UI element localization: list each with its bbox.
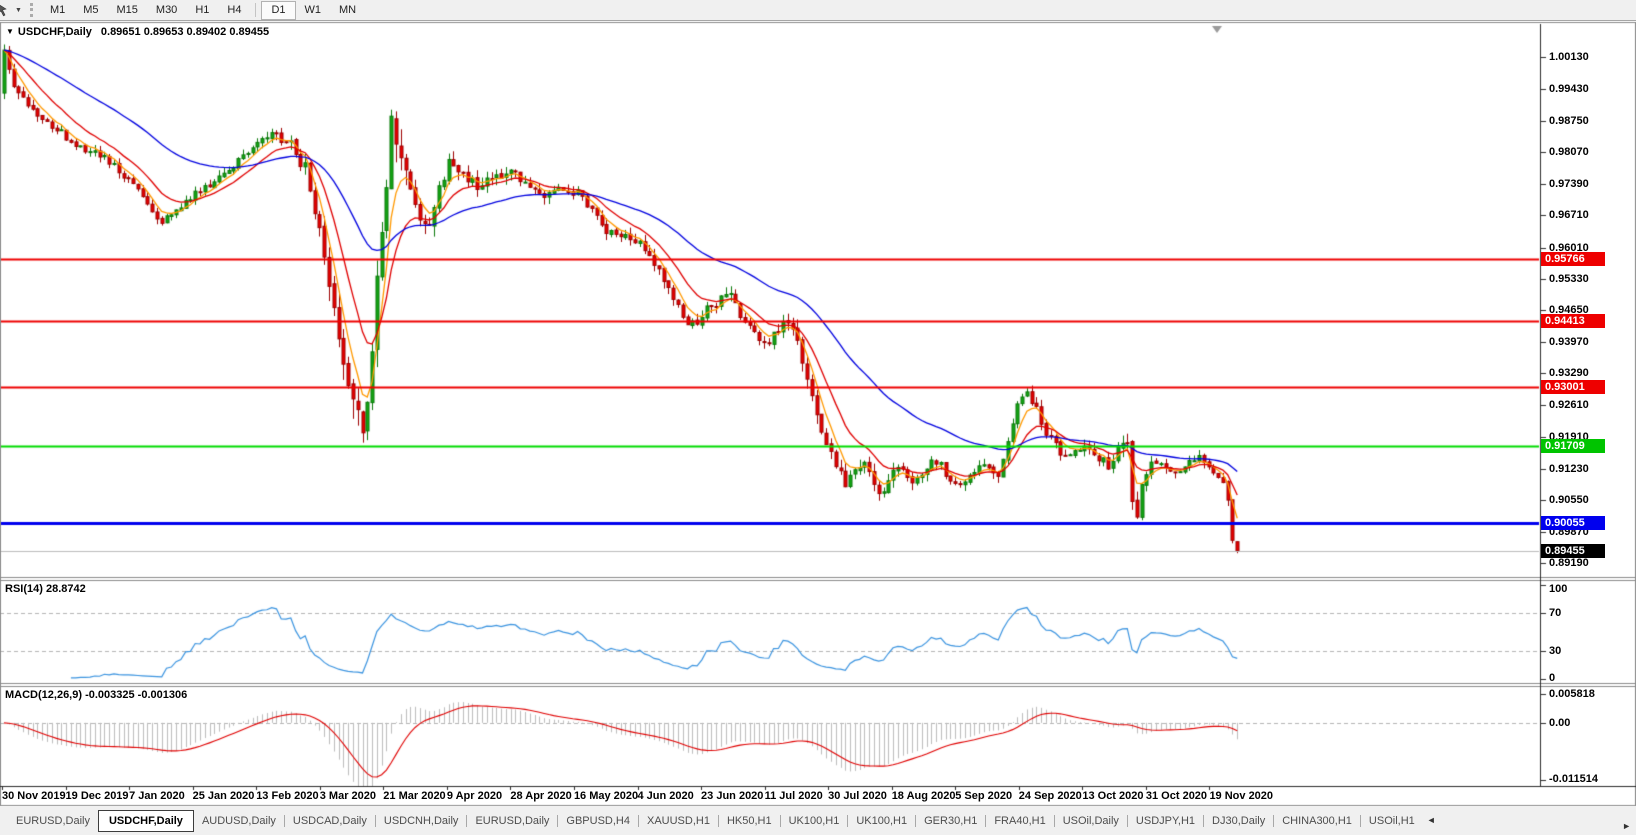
price-tick-label: 0.90550 <box>1549 494 1589 507</box>
timeframe-button-w1[interactable]: W1 <box>304 3 322 16</box>
timeframe-button-mn[interactable]: MN <box>339 3 357 16</box>
symbol-period-label: USDCHF,Daily <box>17 26 92 38</box>
price-tick-label: 0.94650 <box>1549 304 1589 317</box>
timeframe-button-m30[interactable]: M30 <box>155 3 178 16</box>
chart-tab-usdchf-daily[interactable]: USDCHF,Daily <box>97 810 194 832</box>
chart-tab-usdcnh-daily[interactable]: USDCNH,Daily <box>383 815 459 827</box>
tab-scroll-right-icon[interactable]: ► <box>1622 821 1631 831</box>
timeframe-button-group: M1 M5 M15 M30 H1 H4 D1 W1 MN <box>41 0 365 20</box>
rsi-tick-label: 0 <box>1549 672 1556 684</box>
price-level-badge: 0.95766 <box>1541 251 1605 266</box>
chart-tab-fra40-h1[interactable]: FRA40,H1 <box>994 815 1046 827</box>
price-level-badge: 0.91709 <box>1541 439 1605 454</box>
timeframe-button-d1[interactable]: D1 <box>261 0 296 20</box>
date-tick-label: 7 Jan 2020 <box>129 790 185 802</box>
price-tick-label: 0.95330 <box>1549 273 1589 285</box>
price-level-badge: 0.94413 <box>1541 314 1605 329</box>
date-tick-label: 19 Nov 2020 <box>1209 790 1274 802</box>
price-tick-label: 0.91230 <box>1549 462 1589 475</box>
chart-tab-eurusd-daily[interactable]: EURUSD,Daily <box>475 815 550 827</box>
chart-tab-ger30-h1[interactable]: GER30,H1 <box>924 815 978 827</box>
rsi-tick-label: 70 <box>1549 607 1562 620</box>
chart-tab-usdcad-daily[interactable]: USDCAD,Daily <box>292 815 367 827</box>
timeframe-button-m5[interactable]: M5 <box>83 3 99 16</box>
date-tick-label: 16 May 2020 <box>573 790 639 802</box>
date-tick-label: 3 Mar 2020 <box>319 790 377 802</box>
price-tick-label: 0.99430 <box>1549 83 1589 96</box>
chart-tab-gbpusd-h4[interactable]: GBPUSD,H4 <box>566 815 630 827</box>
date-tick-label: 31 Oct 2020 <box>1145 790 1208 802</box>
chart-tab-hk50-h1[interactable]: HK50,H1 <box>726 815 772 827</box>
date-tick-label: 13 Oct 2020 <box>1082 790 1144 802</box>
price-tick-label: 0.98750 <box>1549 114 1589 127</box>
timeframe-button-h1[interactable]: H1 <box>195 3 210 16</box>
timeframe-button-m15[interactable]: M15 <box>116 3 138 16</box>
date-tick-label: 13 Feb 2020 <box>256 790 319 802</box>
rsi-tick-label: 30 <box>1549 644 1562 657</box>
price-tick-label: 0.98070 <box>1549 146 1589 159</box>
cursor-tool-icon[interactable] <box>0 3 12 17</box>
date-tick-label: 5 Sep 2020 <box>955 790 1013 802</box>
chart-tab-audusd-daily[interactable]: AUDUSD,Daily <box>201 815 276 827</box>
date-tick-label: 30 Nov 2019 <box>2 790 66 802</box>
price-tick-label: 0.93970 <box>1549 335 1589 348</box>
price-tick-label: 0.92610 <box>1549 398 1589 411</box>
ohlc-values: 0.89651 0.89653 0.89402 0.89455 <box>100 26 270 38</box>
date-tick-label: 30 Jul 2020 <box>828 790 887 802</box>
chart-title: ▼ USDCHF,Daily 0.89651 0.89653 0.89402 0.8… <box>6 26 269 38</box>
date-tick-label: 4 Jun 2020 <box>637 790 694 802</box>
price-level-badge: 0.93001 <box>1541 379 1605 394</box>
chart-tab-bar: EURUSD,Daily USDCHF,Daily AUDUSD,Daily USDC… <box>0 806 1636 835</box>
rsi-indicator-label: RSI(14) 28.8742 <box>5 583 86 595</box>
tool-dropdown-caret[interactable]: ▼ <box>15 7 22 14</box>
macd-tick-label: -0.011514 <box>1549 773 1598 785</box>
price-tick-label: 0.89190 <box>1549 557 1589 569</box>
chart-tab-usoil-h1[interactable]: USOil,H1 <box>1368 815 1415 827</box>
price-tick-label: 1.00130 <box>1549 51 1589 63</box>
price-tick-label: 0.96010 <box>1549 241 1589 254</box>
chart-tab-uk100-h1[interactable]: UK100,H1 <box>788 815 840 827</box>
chart-tab-usoil-daily[interactable]: USOil,Daily <box>1062 815 1119 827</box>
chart-tab-xauusd-h1[interactable]: XAUUSD,H1 <box>646 815 710 827</box>
date-tick-label: 19 Dec 2019 <box>65 790 129 802</box>
date-tick-label: 24 Sep 2020 <box>1018 790 1082 802</box>
date-tick-label: 9 Apr 2020 <box>446 790 503 802</box>
price-tick-label: 0.97390 <box>1549 177 1589 190</box>
current-price-badge: 0.89455 <box>1541 543 1605 558</box>
chart-tab-china300-h1[interactable]: CHINA300,H1 <box>1282 815 1352 827</box>
date-tick-label: 18 Aug 2020 <box>891 790 956 802</box>
chart-tab-usdjpy-h1[interactable]: USDJPY,H1 <box>1135 815 1196 827</box>
chart-tab-dj30-daily[interactable]: DJ30,Daily <box>1212 815 1266 827</box>
toolbar-grip <box>29 3 34 17</box>
chart-tab-eurusd-daily[interactable]: EURUSD,Daily <box>16 815 90 827</box>
date-tick-label: 23 Jun 2020 <box>701 790 764 802</box>
top-toolbar: ▼ M1 M5 M15 M30 H1 H4 D1 W1 MN <box>0 0 1636 21</box>
price-tick-label: 0.96710 <box>1549 209 1589 222</box>
timeframe-button-h4[interactable]: H4 <box>227 3 242 16</box>
macd-indicator-label: MACD(12,26,9) -0.003325 -0.001306 <box>5 689 188 701</box>
toolbar-separator <box>255 3 257 17</box>
macd-tick-label: 0.00 <box>1549 716 1571 729</box>
date-tick-label: 11 Jul 2020 <box>764 790 823 802</box>
rsi-tick-label: 100 <box>1549 583 1568 595</box>
date-tick-label: 28 Apr 2020 <box>510 790 572 802</box>
date-tick-label: 21 Mar 2020 <box>383 790 446 802</box>
timeframe-button-m1[interactable]: M1 <box>49 3 66 16</box>
price-tick-label: 0.93290 <box>1549 367 1589 380</box>
quick-trade-collapse-icon[interactable]: ▼ <box>6 27 14 36</box>
tab-scroll-left-icon[interactable]: ◄ <box>1426 815 1436 825</box>
date-tick-label: 25 Jan 2020 <box>192 790 255 802</box>
macd-tick-label: 0.005818 <box>1549 688 1595 700</box>
chart-tab-uk100-h1[interactable]: UK100,H1 <box>856 815 908 827</box>
price-level-badge: 0.90055 <box>1541 515 1605 530</box>
